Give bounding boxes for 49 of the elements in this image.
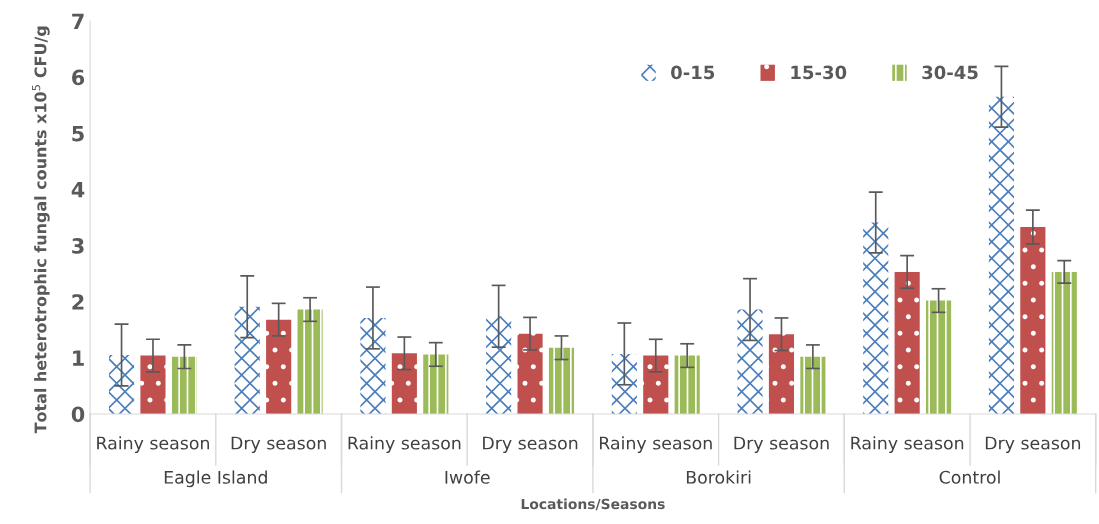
bar (643, 355, 669, 414)
text: Borokiri (686, 470, 751, 484)
bar (863, 222, 889, 414)
y-axis-title: Total heterotrophic fungal counts x10$^{5}$ CFU/g (32, 26, 50, 434)
y-tick-label: 6 (72, 69, 85, 86)
y-tick-label: 0 (71, 406, 85, 423)
bar (894, 271, 920, 414)
bar (674, 355, 700, 414)
bar (140, 355, 166, 414)
legend-label: 0-15 (671, 65, 715, 80)
bar (297, 309, 323, 414)
bar (988, 96, 1014, 414)
text: Control (939, 470, 1000, 484)
bar (266, 319, 292, 414)
x-tick-label: Rainy season (851, 436, 964, 453)
bar (108, 355, 135, 414)
bar (1020, 227, 1046, 414)
y-tick-label: 3 (72, 237, 84, 254)
bar (611, 353, 637, 414)
bar (800, 356, 826, 414)
bar (1051, 271, 1077, 414)
x-tick-label: Dry season (734, 436, 829, 453)
text: Iwofe (445, 470, 490, 484)
bar (486, 316, 512, 414)
y-tick-label: 4 (71, 182, 85, 198)
bar (360, 317, 386, 414)
bar (926, 300, 952, 414)
x-tick-label: Dry season (231, 436, 326, 453)
legend-label: 15-30 (791, 65, 847, 80)
x-tick-label: Dry season (483, 436, 578, 453)
x-tick-label: Rainy season (599, 436, 712, 453)
y-tick-label: 2 (72, 294, 84, 310)
y-tick-label: 1 (73, 350, 84, 366)
x-tick-label: Rainy season (97, 436, 209, 453)
bar (548, 347, 575, 414)
bar (768, 334, 795, 414)
bar (171, 356, 197, 414)
bar (391, 353, 417, 414)
text: Eagle Island (164, 470, 267, 488)
bar (737, 309, 763, 414)
x-axis-title: Locations/Seasons (521, 498, 665, 511)
x-tick-label: Dry season (985, 436, 1081, 453)
y-tick-label: 7 (72, 13, 84, 29)
bar (517, 333, 543, 414)
y-tick-label: 5 (72, 125, 84, 142)
bar (234, 306, 260, 414)
bar (423, 354, 449, 414)
x-tick-label: Rainy season (348, 436, 461, 453)
legend-label: 30-45 (922, 65, 978, 80)
